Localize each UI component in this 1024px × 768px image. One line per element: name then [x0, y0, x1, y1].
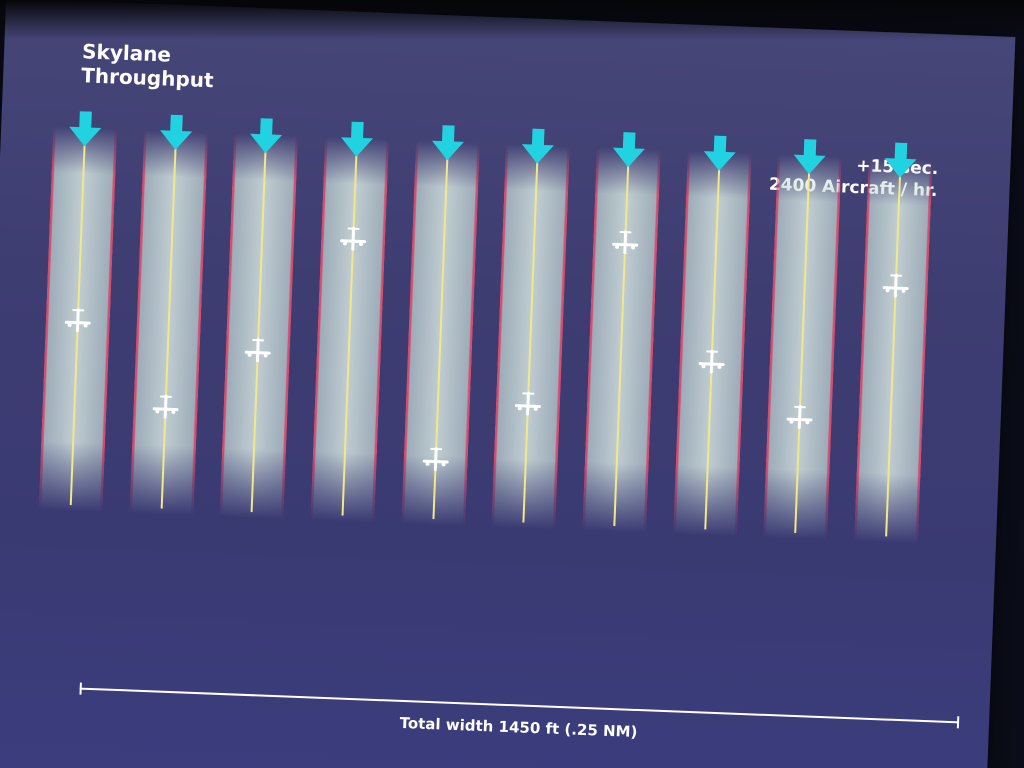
aircraft-icon: [245, 338, 272, 363]
skylane-1: [38, 110, 118, 513]
aircraft-icon: [152, 394, 179, 419]
aircraft-icon: [515, 391, 542, 416]
skylane-8: [672, 135, 752, 537]
aircraft-icon: [612, 230, 639, 255]
skylane-2: [129, 114, 208, 516]
title-line-2: Throughput: [80, 63, 215, 93]
skylane-6: [491, 128, 571, 530]
down-arrow-icon: [341, 121, 374, 157]
down-arrow-icon: [69, 111, 102, 147]
skylane-10: [853, 141, 933, 544]
skylane-4: [310, 121, 390, 523]
skylane-3: [219, 117, 299, 520]
down-arrow-icon: [159, 114, 192, 150]
aircraft-icon: [786, 405, 813, 430]
down-arrow-icon: [612, 132, 645, 168]
down-arrow-icon: [431, 125, 464, 161]
skylane-7: [582, 131, 661, 534]
down-arrow-icon: [884, 142, 917, 178]
skylane-9: [763, 138, 843, 541]
aircraft-icon: [698, 349, 725, 374]
aircraft-icon: [422, 447, 449, 472]
slide-title: Skylane Throughput: [81, 39, 215, 92]
down-arrow-icon: [522, 128, 555, 164]
skylanes: [6, 0, 1015, 544]
aircraft-icon: [64, 308, 91, 333]
down-arrow-icon: [703, 135, 736, 171]
down-arrow-icon: [794, 139, 827, 175]
scale-tick-right: [956, 716, 960, 729]
down-arrow-icon: [250, 118, 283, 154]
scale-tick-left: [79, 682, 82, 695]
aircraft-icon: [340, 226, 367, 251]
aircraft-icon: [882, 273, 909, 298]
skylane-5: [400, 124, 480, 527]
